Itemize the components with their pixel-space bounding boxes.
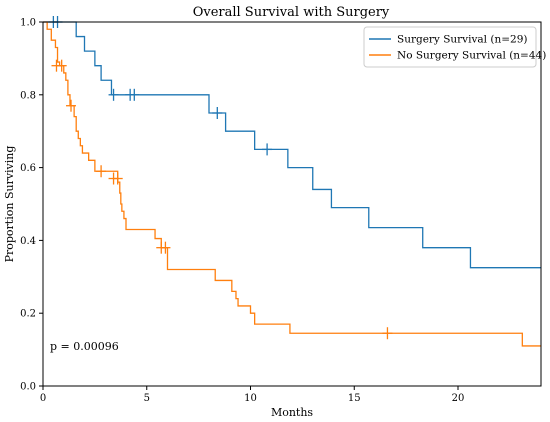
y-tick-label: 0.4 [20,236,36,247]
x-tick-label: 0 [40,393,46,404]
chart-title: Overall Survival with Surgery [193,5,390,20]
x-tick-label: 15 [348,393,361,404]
x-tick-label: 20 [452,393,465,404]
y-tick-label: 0.2 [20,309,36,320]
y-axis-label: Proportion Surviving [3,146,16,263]
p-value-annotation: p = 0.00096 [50,340,119,353]
x-axis-ticks: 0 5 10 15 20 [40,386,465,404]
y-axis-ticks: 0.0 0.2 0.4 0.6 0.8 1.0 [20,18,43,393]
legend-box [363,26,537,68]
y-tick-label: 0.8 [20,90,36,101]
plot-frame [42,21,542,387]
x-axis-label: Months [271,406,313,419]
legend-entry-label: Surgery Survival (n=29) [397,34,527,46]
x-tick-label: 10 [244,393,257,404]
y-tick-label: 0.6 [20,163,36,174]
plot-series [43,16,541,347]
y-tick-label: 1.0 [20,18,36,29]
x-tick-label: 5 [144,393,150,404]
y-tick-label: 0.0 [20,382,36,393]
legend-entry-label: No Surgery Survival (n=44) [397,50,546,62]
survival-curve-series-1 [43,21,541,269]
legend: Surgery Survival (n=29) No Surgery Surviv… [363,26,546,68]
